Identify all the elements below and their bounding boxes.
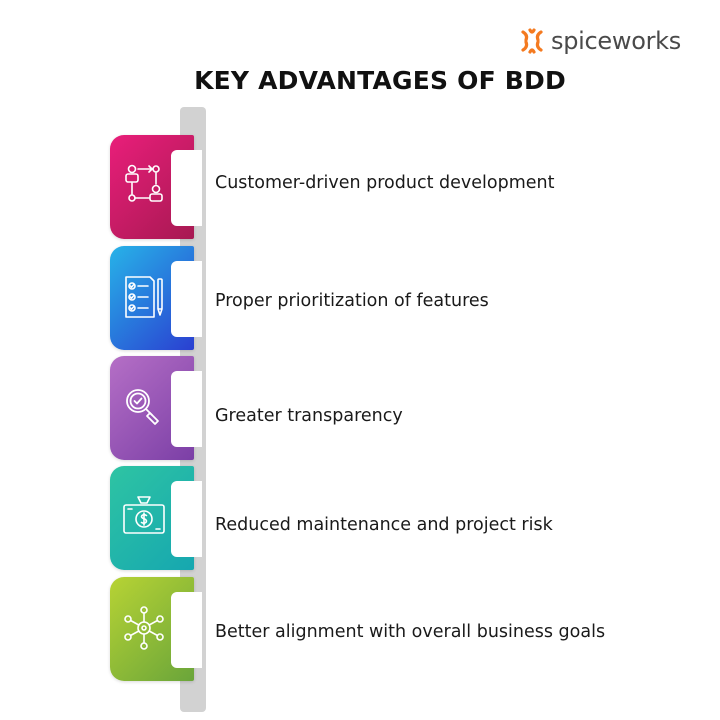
tab-slot [171,592,202,668]
tab-slot [171,481,202,557]
page-title: KEY ADVANTAGES OF BDD [194,66,566,95]
network-hub-icon [124,606,164,650]
item-label-2: Proper prioritization of features [215,291,489,311]
tab-business-alignment [110,577,202,681]
tab-reduced-risk [110,466,202,570]
item-label-4: Reduced maintenance and project risk [215,515,553,535]
tab-customer-driven [110,135,202,239]
tab-slot [171,261,202,337]
tab-slot [171,371,202,447]
item-label-3: Greater transparency [215,406,403,426]
spiceworks-logo: spiceworks [517,24,681,58]
magnifier-check-icon [126,389,159,425]
logo-text: spiceworks [551,27,681,55]
checklist-icon [125,276,163,318]
money-bag-icon [123,496,165,534]
tab-transparency [110,356,202,460]
item-label-5: Better alignment with overall business g… [215,622,606,642]
item-label-1: Customer-driven product development [215,173,555,193]
spiceworks-logo-icon [521,28,543,54]
tab-prioritization [110,246,202,350]
tab-slot [171,150,202,226]
customer-flow-icon [125,164,163,202]
